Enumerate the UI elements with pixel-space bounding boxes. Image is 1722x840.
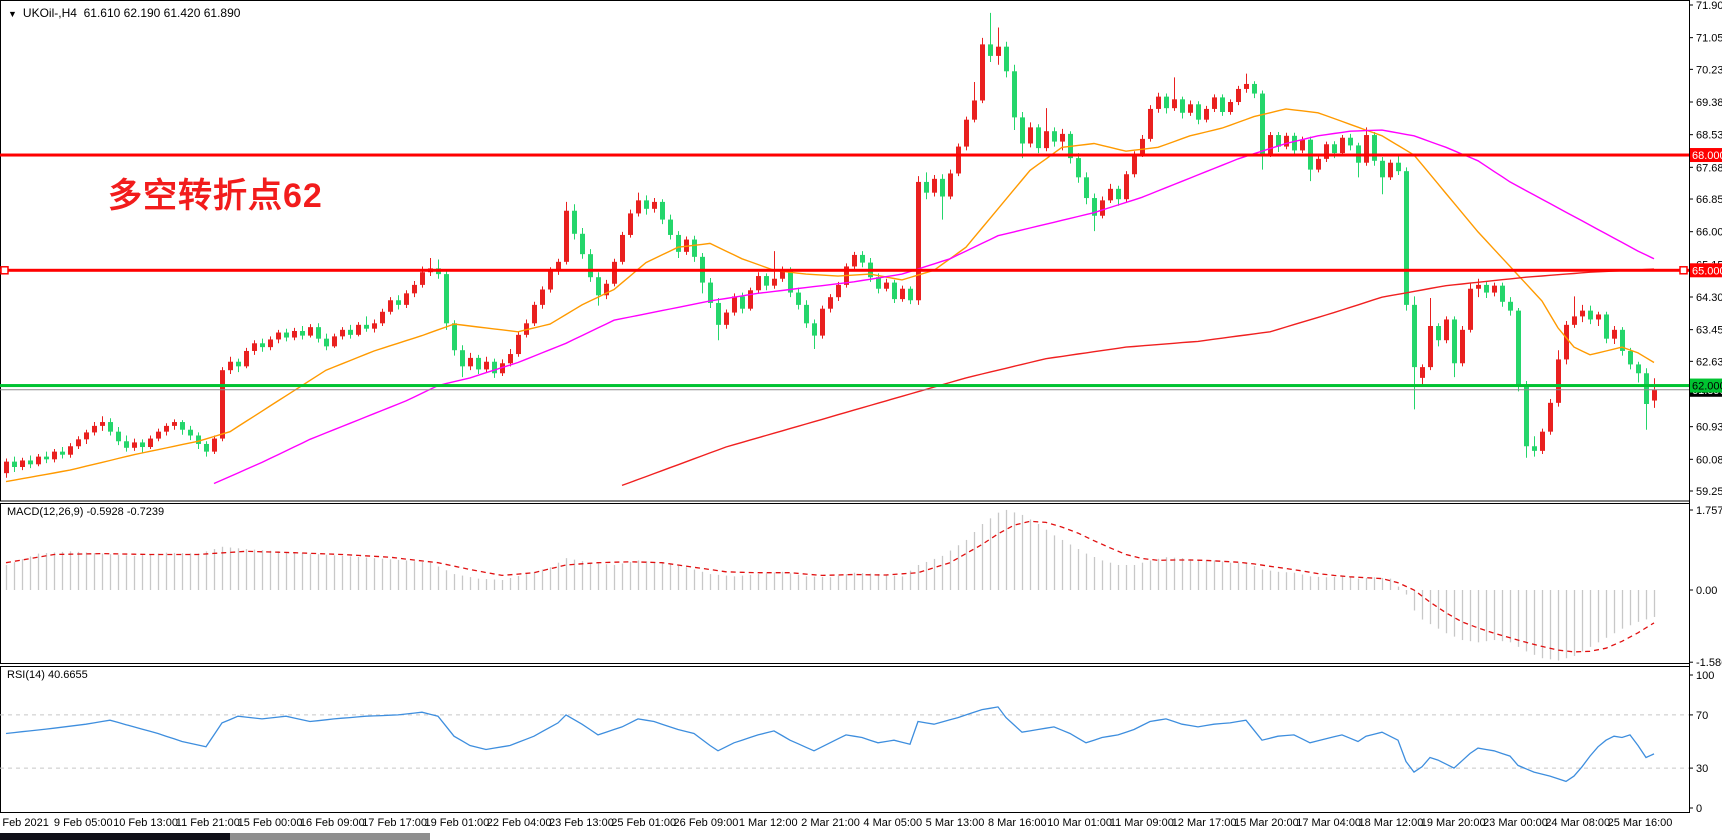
price-tick: 67.680 <box>1696 162 1722 174</box>
time-tick: 17 Feb 17:00 <box>362 817 427 829</box>
time-tick: 25 Feb 01:00 <box>611 817 676 829</box>
candles <box>4 12 1657 478</box>
hline-anchor[interactable] <box>0 266 9 275</box>
time-tick: 10 Mar 01:00 <box>1047 817 1112 829</box>
macd-tick: 0.00 <box>1696 585 1717 597</box>
time-tick: 2 Mar 21:00 <box>801 817 860 829</box>
rsi-tick: 30 <box>1696 763 1708 775</box>
rsi-line <box>5 706 1655 783</box>
svg-text:65.000: 65.000 <box>1692 265 1722 277</box>
macd-tick: -1.5867 <box>1696 657 1722 669</box>
time-tick: 7 Feb 2021 <box>0 817 49 829</box>
price-level-badge-62.000: 62.000 <box>1690 378 1722 393</box>
time-tick: 16 Feb 09:00 <box>300 817 365 829</box>
symbol-ohlc: 61.610 62.190 61.420 61.890 <box>83 6 241 20</box>
symbol-info-bar: ▼ UKOil-,H4 61.610 62.190 61.420 61.890 <box>8 6 240 20</box>
price-tick: 63.455 <box>1696 325 1722 337</box>
price-tick: 68.530 <box>1696 130 1722 142</box>
price-tick: 60.080 <box>1696 454 1722 466</box>
ma-slow-red[interactable] <box>621 268 1655 487</box>
time-tick: 26 Feb 09:00 <box>674 817 739 829</box>
price-tick: 62.630 <box>1696 356 1722 368</box>
symbol-name: UKOil-,H4 <box>22 6 77 20</box>
main-price-panel[interactable] <box>0 12 1689 487</box>
ma-mid-magenta[interactable] <box>213 129 1655 485</box>
time-tick: 10 Feb 13:00 <box>113 817 178 829</box>
time-tick: 19 Mar 20:00 <box>1421 817 1486 829</box>
time-tick: 19 Feb 01:00 <box>424 817 489 829</box>
bottom-edge-strip <box>0 833 430 840</box>
time-tick: 17 Mar 04:00 <box>1296 817 1361 829</box>
time-tick: 24 Mar 08:00 <box>1545 817 1610 829</box>
time-tick: 8 Mar 16:00 <box>988 817 1047 829</box>
price-tick: 59.255 <box>1696 486 1722 498</box>
hline-anchor[interactable] <box>1679 266 1688 275</box>
ma-fast-orange[interactable] <box>5 108 1655 483</box>
time-tick: 23 Feb 13:00 <box>549 817 614 829</box>
macd-indicator-label: MACD(12,26,9) -0.5928 -0.7239 <box>7 506 165 518</box>
time-tick: 5 Mar 13:00 <box>926 817 985 829</box>
hline-68[interactable] <box>0 153 1689 157</box>
rsi-tick: 100 <box>1696 670 1714 682</box>
time-tick: 15 Mar 20:00 <box>1234 817 1299 829</box>
price-tick: 66.855 <box>1696 194 1722 206</box>
time-tick: 15 Feb 00:00 <box>238 817 303 829</box>
time-tick: 18 Mar 12:00 <box>1359 817 1424 829</box>
macd-panel[interactable] <box>5 509 1656 661</box>
hline-62[interactable] <box>0 384 1689 388</box>
time-tick: 12 Mar 17:00 <box>1172 817 1237 829</box>
time-tick: 23 Mar 00:00 <box>1483 817 1548 829</box>
price-tick: 64.305 <box>1696 292 1722 304</box>
price-tick: 70.230 <box>1696 64 1722 76</box>
price-tick: 60.930 <box>1696 422 1722 434</box>
time-tick: 22 Feb 04:00 <box>487 817 552 829</box>
hline-65[interactable] <box>0 266 1689 275</box>
time-tick: 1 Mar 12:00 <box>739 817 798 829</box>
rsi-panel[interactable] <box>0 706 1689 783</box>
time-tick: 25 Mar 16:00 <box>1608 817 1673 829</box>
chart-annotation-text[interactable]: 多空转折点62 <box>108 177 323 215</box>
price-tick: 71.905 <box>1696 0 1722 12</box>
time-tick: 9 Feb 05:00 <box>54 817 113 829</box>
time-tick: 4 Mar 05:00 <box>863 817 922 829</box>
svg-text:68.000: 68.000 <box>1692 150 1722 162</box>
macd-signal-line <box>5 520 1655 653</box>
price-level-badge-65.000: 65.000 <box>1690 263 1722 278</box>
symbol-dropdown-icon[interactable]: ▼ <box>8 9 17 19</box>
macd-tick: 1.7579 <box>1696 505 1722 517</box>
price-tick: 69.380 <box>1696 97 1722 109</box>
rsi-tick: 70 <box>1696 710 1708 722</box>
svg-text:62.000: 62.000 <box>1692 381 1722 393</box>
rsi-tick: 0 <box>1696 803 1702 815</box>
price-tick: 71.055 <box>1696 33 1722 45</box>
rsi-indicator-label: RSI(14) 40.6655 <box>7 669 88 681</box>
price-tick: 66.005 <box>1696 227 1722 239</box>
time-tick: 11 Feb 21:00 <box>176 817 240 829</box>
time-tick: 11 Mar 09:00 <box>1110 817 1174 829</box>
price-level-badge-68.000: 68.000 <box>1690 148 1722 163</box>
price-axis[interactable]: 71.905 71.055 70.230 69.380 68.530 67.680 66.8… <box>1689 0 1722 815</box>
